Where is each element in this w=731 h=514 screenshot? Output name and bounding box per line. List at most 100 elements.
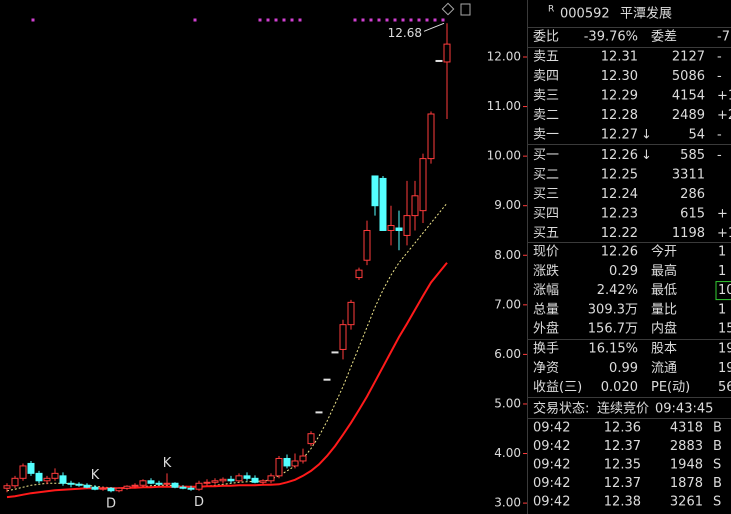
book-volume: 286	[680, 187, 705, 202]
moving-average	[6, 262, 448, 499]
candle-body	[243, 475, 251, 479]
candle-body	[163, 482, 171, 485]
signal-label: D	[194, 495, 204, 510]
candle-body	[203, 481, 211, 484]
candle-body	[259, 480, 267, 483]
book-change: -	[717, 69, 722, 84]
book-volume: 4154	[672, 89, 705, 104]
candle-body	[283, 457, 291, 467]
candle-body	[19, 465, 27, 479]
book-label: 买二	[533, 168, 559, 183]
book-label: 买三	[533, 187, 559, 202]
stat-label: 今开	[651, 244, 677, 260]
y-tick-label: 10.00	[487, 149, 521, 163]
book-volume: 5086	[672, 69, 705, 84]
tick-volume: 2883	[670, 439, 703, 454]
stat-label: 净资	[533, 361, 559, 376]
event-dot	[282, 18, 286, 22]
candle-body	[275, 457, 283, 477]
candle-body	[35, 472, 43, 482]
tick-price: 12.36	[604, 421, 641, 436]
book-volume: 54	[688, 128, 705, 143]
candle-body	[387, 225, 395, 231]
signal-label: D	[106, 497, 116, 512]
moving-average	[6, 202, 448, 492]
book-label: 卖五	[533, 50, 559, 65]
candle-body	[43, 477, 51, 482]
signal-label: K	[91, 468, 100, 483]
stock-code: 000592	[560, 7, 610, 22]
stat-value: 19	[718, 342, 731, 357]
stat-label: 最低	[651, 283, 677, 298]
stat-value: 1	[718, 302, 726, 317]
stat-label: 股本	[651, 342, 677, 357]
book-label: 买五	[533, 226, 559, 241]
stat-label: 换手	[533, 342, 559, 357]
stat-value: 1	[718, 245, 726, 260]
candle-body	[171, 482, 179, 488]
book-price: 12.24	[601, 187, 638, 202]
tick-time: 09:42	[533, 458, 570, 473]
tick-volume: 1878	[670, 476, 703, 491]
candle-body	[443, 43, 451, 63]
y-tick-label: 9.00	[494, 198, 521, 212]
candle-body	[291, 460, 299, 467]
candle-body	[395, 227, 403, 231]
diff-label: 委差	[651, 30, 677, 45]
book-change: +1	[717, 89, 731, 104]
candle-body	[27, 462, 35, 474]
flag: R	[548, 5, 554, 15]
candle-body	[11, 477, 19, 487]
book-change: +2	[717, 108, 731, 123]
stat-label: 量比	[651, 302, 677, 317]
event-dot	[353, 18, 357, 22]
event-dot	[369, 18, 373, 22]
diamond-icon	[441, 2, 455, 16]
y-tick-label: 7.00	[494, 297, 521, 311]
ratio-value: -39.76%	[584, 30, 638, 45]
stat-value: 56	[718, 380, 731, 395]
candle-body	[363, 229, 371, 261]
tick-time: 09:42	[533, 421, 570, 436]
stat-label: 涨跌	[533, 263, 559, 279]
y-tick-label: 3.00	[494, 496, 521, 510]
candle-body	[323, 378, 331, 381]
book-price: 12.31	[601, 50, 638, 65]
event-dot	[290, 18, 294, 22]
candle-body	[67, 482, 75, 485]
candle-body	[83, 484, 91, 488]
tick-side: S	[713, 458, 721, 473]
candle-body	[435, 59, 443, 62]
book-volume: 585	[680, 148, 705, 163]
candle-body	[379, 177, 387, 231]
book-volume: 1198	[672, 226, 705, 241]
event-dot	[361, 18, 365, 22]
book-change: -	[717, 128, 722, 143]
candle-body	[307, 433, 315, 445]
event-dot	[193, 18, 197, 22]
book-price: 12.27	[601, 128, 638, 143]
tick-side: B	[713, 421, 722, 436]
event-dot	[385, 18, 389, 22]
book-arrow: ↓	[641, 148, 652, 163]
stat-value: 152	[718, 322, 731, 337]
event-dot	[401, 18, 405, 22]
book-label: 买一	[533, 148, 559, 163]
tick-price: 12.37	[604, 439, 641, 454]
candle-body	[219, 478, 227, 482]
tick-side: B	[713, 476, 722, 491]
candle-body	[139, 480, 147, 486]
candle-body	[75, 483, 83, 486]
event-dot	[266, 18, 270, 22]
event-dot	[393, 18, 397, 22]
candle-body	[419, 158, 427, 212]
status-label: 交易状态:	[533, 401, 589, 417]
candle-body	[339, 324, 347, 350]
candle-body	[131, 484, 139, 487]
y-tick-label: 6.00	[494, 347, 521, 361]
event-dot	[377, 18, 381, 22]
candle-body	[115, 487, 123, 492]
book-price: 12.29	[601, 89, 638, 104]
window-icon[interactable]	[460, 3, 471, 16]
